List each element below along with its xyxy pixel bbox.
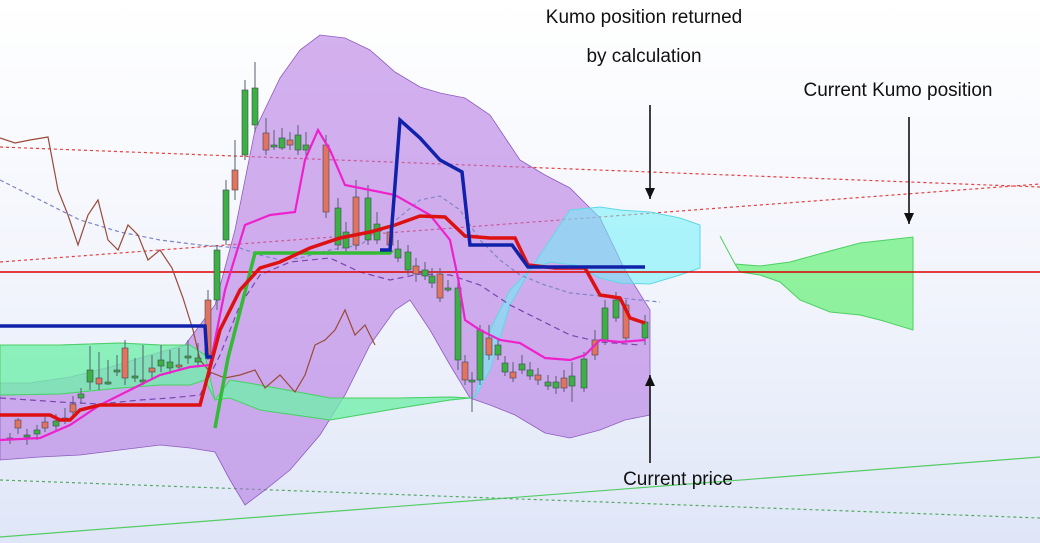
dashed-line-purple xyxy=(0,257,641,405)
candle-body xyxy=(148,367,156,373)
candle-body xyxy=(461,361,469,381)
candle-body xyxy=(568,375,576,387)
candle-body xyxy=(175,364,183,368)
tenkan-sen-line xyxy=(0,127,646,442)
candle-body xyxy=(352,196,360,246)
candle-body xyxy=(33,429,41,435)
candle-body xyxy=(580,358,588,389)
candle-body xyxy=(526,369,534,377)
bollinger-band xyxy=(0,34,651,506)
candle-body xyxy=(270,144,278,148)
candle-body xyxy=(241,89,249,156)
higher-tenkan-line xyxy=(213,249,394,429)
candle-body xyxy=(394,248,402,259)
higher-kijun-line-right xyxy=(380,116,645,269)
candle-body xyxy=(612,299,620,319)
candle-body xyxy=(251,87,259,126)
candle-body xyxy=(412,265,420,275)
candle-body xyxy=(23,434,31,438)
candle-body xyxy=(485,337,493,356)
candle-body xyxy=(364,197,372,241)
candle-body xyxy=(552,381,560,389)
candle-body xyxy=(342,231,350,249)
candle-body xyxy=(622,304,630,339)
candle-body xyxy=(334,207,342,246)
candle-body xyxy=(104,381,112,385)
candle-body xyxy=(41,421,49,429)
candle-body xyxy=(213,249,221,301)
candle-body xyxy=(95,377,103,385)
candle-body xyxy=(131,375,139,379)
candle-body xyxy=(454,287,462,361)
candle-body xyxy=(14,419,22,429)
candle-body xyxy=(428,275,436,284)
candle-body xyxy=(544,381,552,387)
candle-body xyxy=(518,363,526,371)
chikou-span-line xyxy=(0,136,376,394)
annotation-current-kumo: Current Kumo position xyxy=(803,80,993,101)
candle-body xyxy=(436,273,444,299)
candle-body xyxy=(476,329,484,381)
candle-body xyxy=(322,144,330,213)
annotation-current-price: Current price xyxy=(623,469,733,490)
annotation-kumo-returned: Kumo position returned xyxy=(545,7,743,28)
candle-body xyxy=(468,379,476,383)
candle-body xyxy=(421,269,429,277)
candle-body xyxy=(641,321,649,339)
candle-body xyxy=(69,403,77,413)
trendline-lower-green xyxy=(0,456,1040,538)
candle-body xyxy=(231,169,239,191)
candle-body xyxy=(286,139,294,146)
arrow-current-kumo-head xyxy=(904,213,914,224)
candle-body xyxy=(302,144,310,151)
candle-body xyxy=(278,137,286,149)
candle-body xyxy=(262,132,270,151)
candle-body xyxy=(157,359,165,367)
candle-body xyxy=(121,347,129,379)
candle-body xyxy=(222,189,230,241)
kumo-cloud-current xyxy=(719,235,914,331)
candle-body xyxy=(184,355,192,359)
arrow-kumo-returned-head xyxy=(645,188,655,199)
candle-body xyxy=(534,374,542,381)
candle-body xyxy=(166,361,174,369)
dashed-line-lower-green xyxy=(0,479,1040,519)
candle-body xyxy=(444,287,452,291)
candle-body xyxy=(194,357,202,363)
candle-body xyxy=(86,369,94,383)
candle-body xyxy=(294,134,302,151)
arrow-current-price-head xyxy=(645,375,655,386)
candle-body xyxy=(494,344,502,356)
candle-body xyxy=(560,377,568,389)
candle-body xyxy=(404,251,412,271)
candle-body xyxy=(113,369,121,373)
higher-kijun-line-left xyxy=(0,324,212,359)
candle-body xyxy=(501,362,509,373)
candle-body xyxy=(601,307,609,341)
candle-body xyxy=(52,420,60,427)
annotation-by-calculation: by calculation xyxy=(586,46,702,67)
candle-body xyxy=(509,371,517,379)
candle-body xyxy=(77,393,85,399)
